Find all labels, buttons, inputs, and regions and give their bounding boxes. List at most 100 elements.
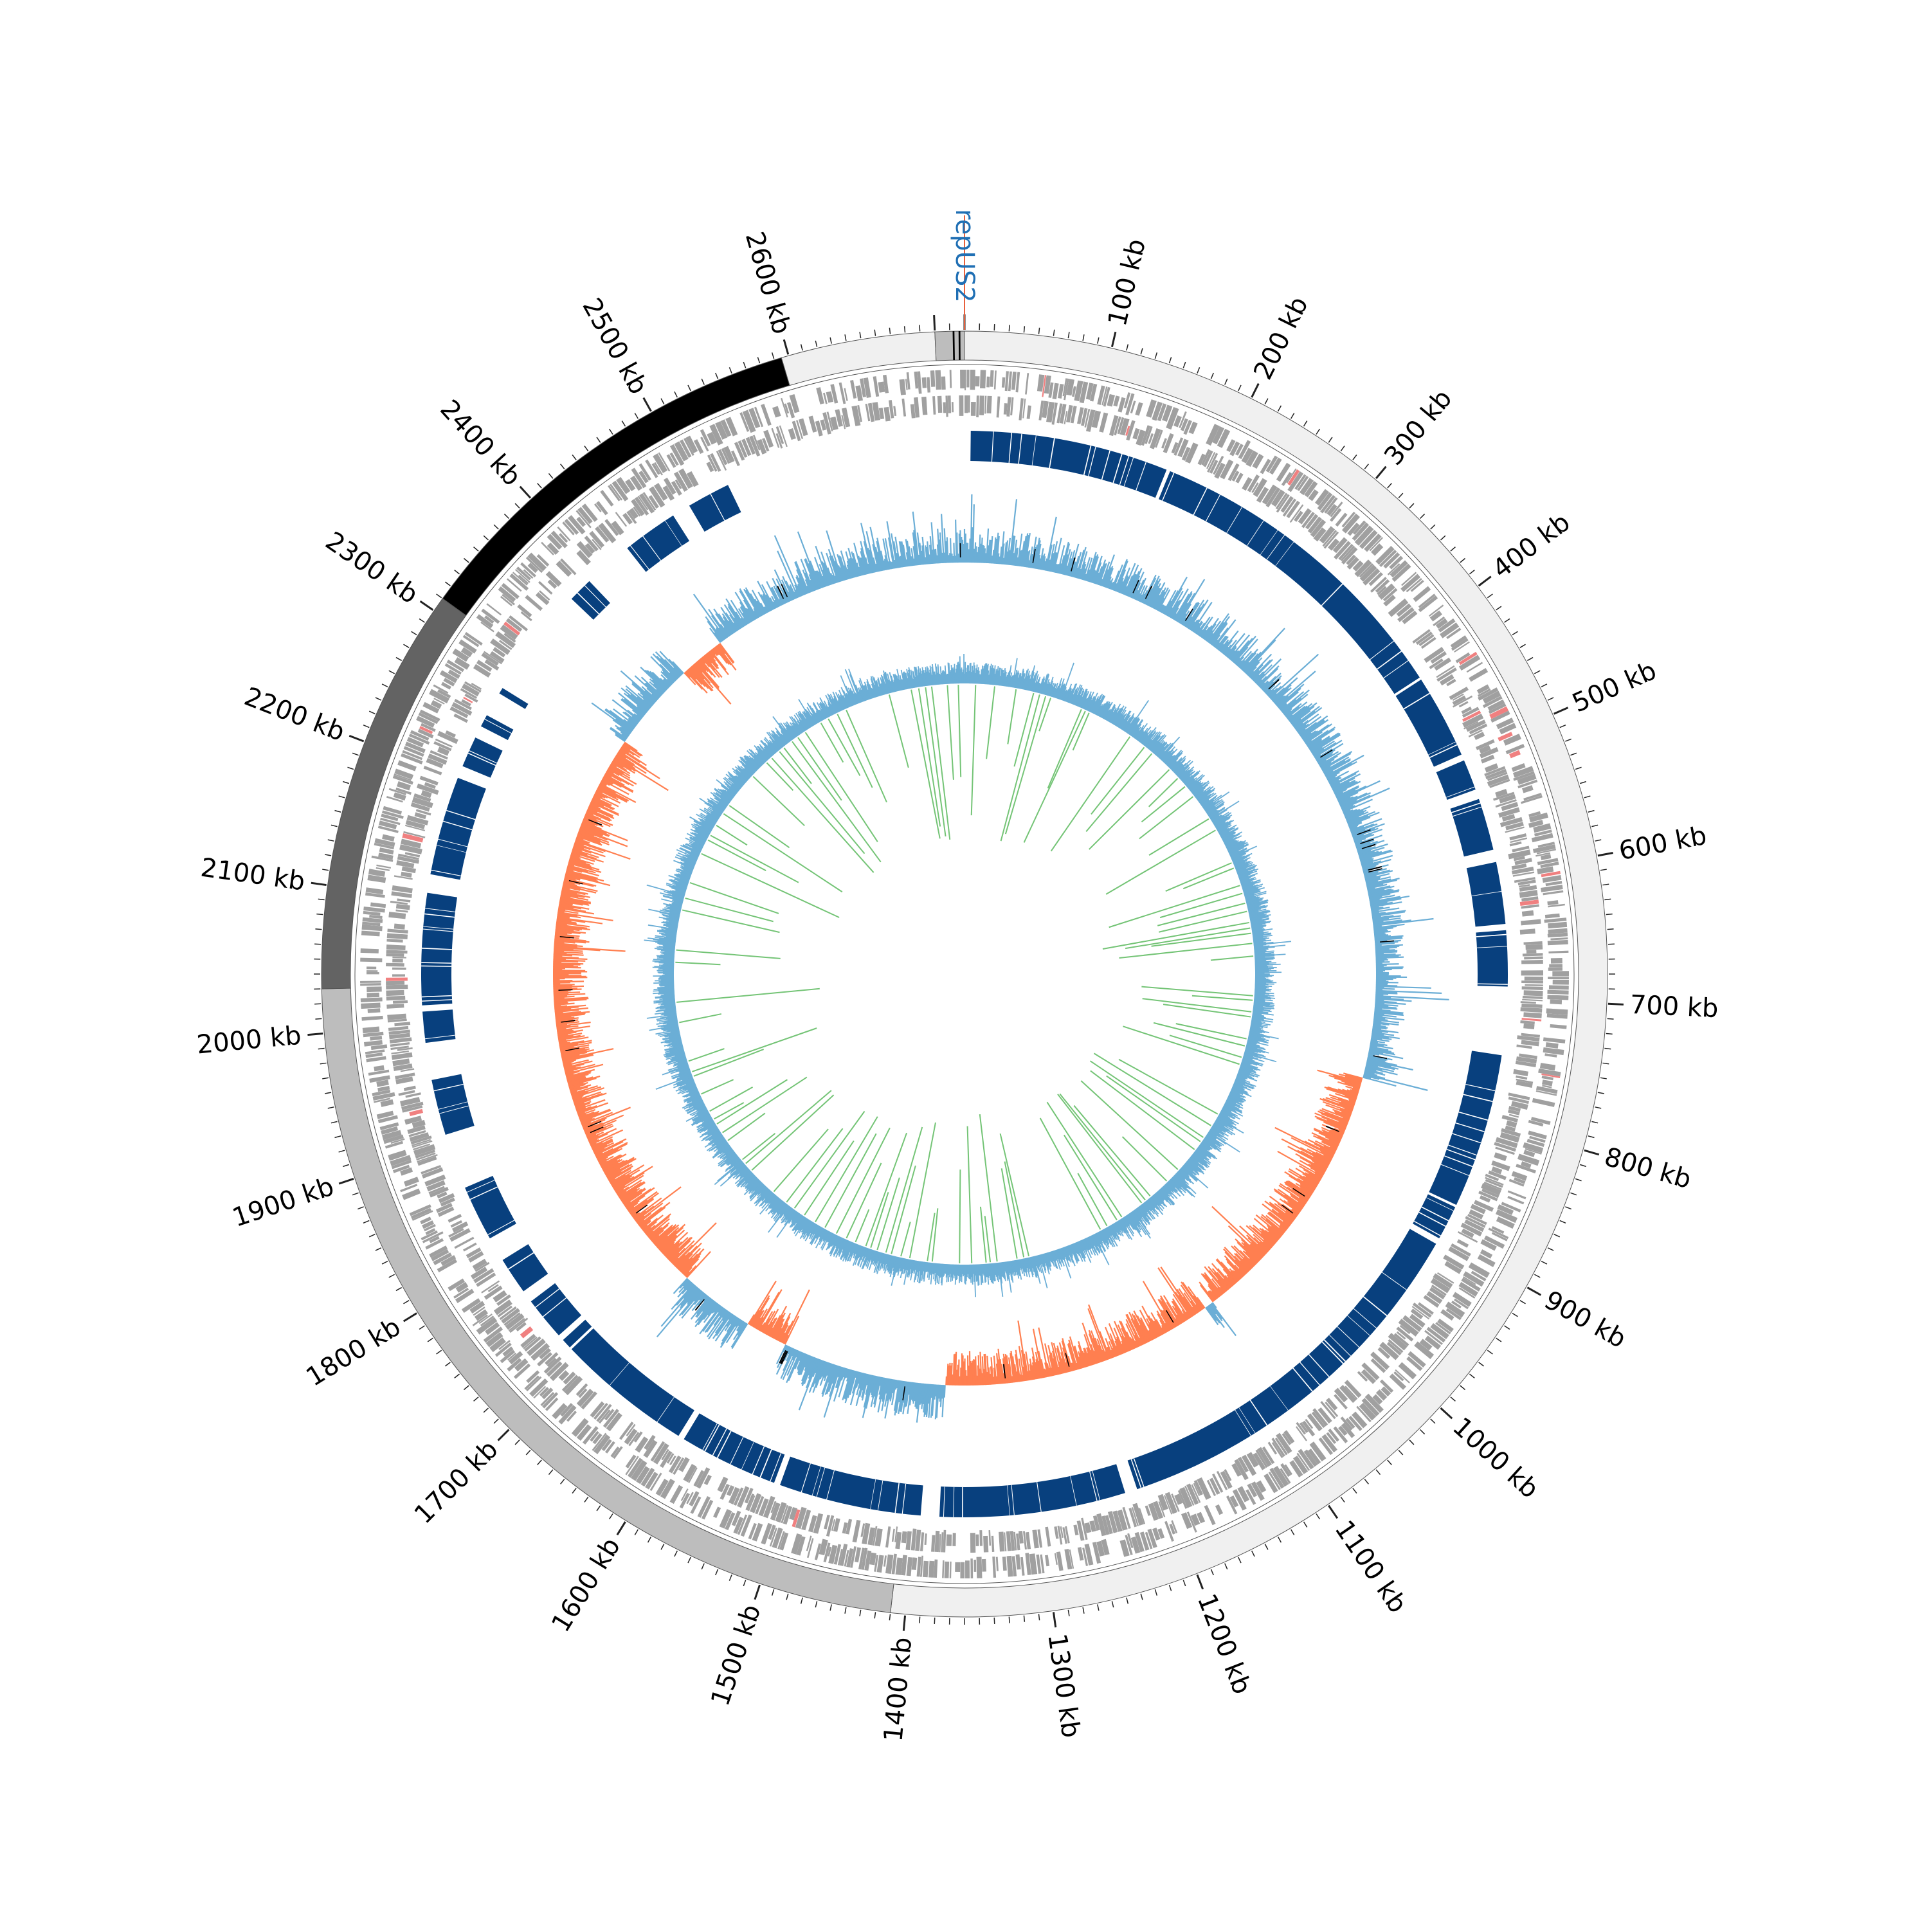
minor-tick	[729, 1575, 732, 1580]
blast-hit	[430, 778, 485, 880]
gene-feature	[1551, 958, 1562, 964]
blast-hit	[499, 688, 528, 709]
gene-feature	[984, 396, 986, 414]
minor-tick	[584, 446, 588, 451]
gc-bar	[553, 982, 570, 983]
scale-label: 400 kb	[1487, 507, 1576, 584]
blast-hit	[684, 1413, 784, 1483]
minor-tick	[1341, 446, 1345, 451]
gene-feature	[941, 376, 946, 390]
blast-hit	[465, 1176, 516, 1238]
gene-feature	[363, 1027, 380, 1034]
gene-feature	[923, 1561, 928, 1578]
minor-tick	[1505, 1326, 1510, 1329]
major-tick	[1479, 577, 1491, 586]
minor-tick	[343, 782, 349, 784]
minor-tick	[515, 503, 520, 508]
minor-tick	[622, 421, 625, 427]
minor-tick	[1009, 1617, 1010, 1623]
scale-label: 300 kb	[1379, 384, 1458, 471]
minor-tick	[1388, 483, 1392, 489]
minor-tick	[455, 1374, 460, 1378]
gene-feature	[980, 370, 986, 388]
gc-bar	[554, 956, 563, 957]
minor-tick	[1469, 570, 1474, 574]
minor-tick	[328, 1107, 334, 1108]
minor-tick	[325, 1092, 331, 1094]
minor-tick	[1225, 1564, 1227, 1569]
gene-feature	[1548, 940, 1568, 945]
minor-tick	[322, 869, 329, 871]
gene-feature	[1523, 1024, 1534, 1029]
gene-feature	[1546, 1042, 1559, 1049]
minor-tick	[1580, 782, 1586, 784]
gene-feature	[965, 1560, 970, 1578]
gene-feature	[386, 953, 404, 957]
gene-feature	[1418, 595, 1438, 612]
gene-feature	[1521, 980, 1543, 983]
minor-tick	[1328, 437, 1332, 442]
minor-tick	[548, 1470, 552, 1475]
gene-feature	[1457, 1239, 1469, 1247]
minor-tick	[1112, 1601, 1113, 1607]
gene-feature	[1547, 900, 1558, 905]
backbone-segments	[322, 331, 1608, 1617]
gene-feature	[386, 978, 408, 981]
minor-tick	[1496, 1338, 1501, 1342]
gc-bar	[1376, 968, 1403, 969]
minor-tick	[1141, 348, 1143, 355]
minor-tick	[1316, 1514, 1319, 1519]
gene-feature	[946, 1535, 952, 1546]
minor-tick	[389, 1274, 395, 1277]
gene-feature	[979, 395, 984, 415]
minor-tick	[919, 1617, 920, 1623]
blast-hit	[462, 737, 502, 778]
minor-tick	[455, 570, 460, 574]
minor-tick	[1127, 344, 1128, 350]
gc-bar	[783, 1290, 810, 1343]
gene-feature	[670, 1485, 684, 1504]
minor-tick	[597, 1506, 601, 1511]
minor-tick	[1565, 739, 1571, 741]
major-tick	[520, 487, 530, 498]
minor-tick	[1606, 1033, 1613, 1034]
gene-feature	[386, 939, 403, 943]
gene-feature	[1532, 1098, 1555, 1107]
gene-feature	[1548, 968, 1562, 971]
minor-tick	[464, 558, 469, 562]
minor-tick	[1548, 1248, 1553, 1250]
minor-tick	[1600, 869, 1607, 871]
minor-tick	[661, 399, 664, 404]
minor-tick	[1575, 1178, 1581, 1180]
major-tick	[1252, 384, 1259, 397]
minor-tick	[538, 483, 542, 489]
minor-tick	[1211, 1569, 1213, 1575]
minor-tick	[1520, 644, 1526, 647]
gene-feature	[1002, 1557, 1007, 1571]
gene-feature	[808, 416, 817, 433]
minor-tick	[889, 328, 890, 334]
minor-tick	[688, 385, 691, 391]
minor-tick	[1600, 1078, 1607, 1079]
gene-feature	[393, 1000, 408, 1004]
gene-feature	[386, 996, 406, 1001]
minor-tick	[1469, 1374, 1474, 1378]
major-tick	[1440, 1408, 1452, 1418]
minor-tick	[404, 1301, 410, 1304]
gene-feature	[850, 380, 856, 399]
minor-tick	[1512, 631, 1518, 635]
gene-feature	[1011, 372, 1017, 390]
minor-tick	[494, 525, 498, 529]
gene-feature	[360, 983, 381, 986]
gene-feature	[1525, 984, 1543, 986]
minor-tick	[334, 1136, 341, 1138]
scale-label: 900 kb	[1539, 1285, 1631, 1354]
minor-tick	[1388, 1460, 1392, 1465]
minor-tick	[1560, 725, 1566, 728]
major-tick	[349, 736, 363, 741]
gene-feature	[1016, 372, 1020, 393]
gene-feature	[970, 1533, 975, 1553]
scale-label: 2400 kb	[434, 394, 527, 492]
gene-feature	[368, 1008, 381, 1013]
